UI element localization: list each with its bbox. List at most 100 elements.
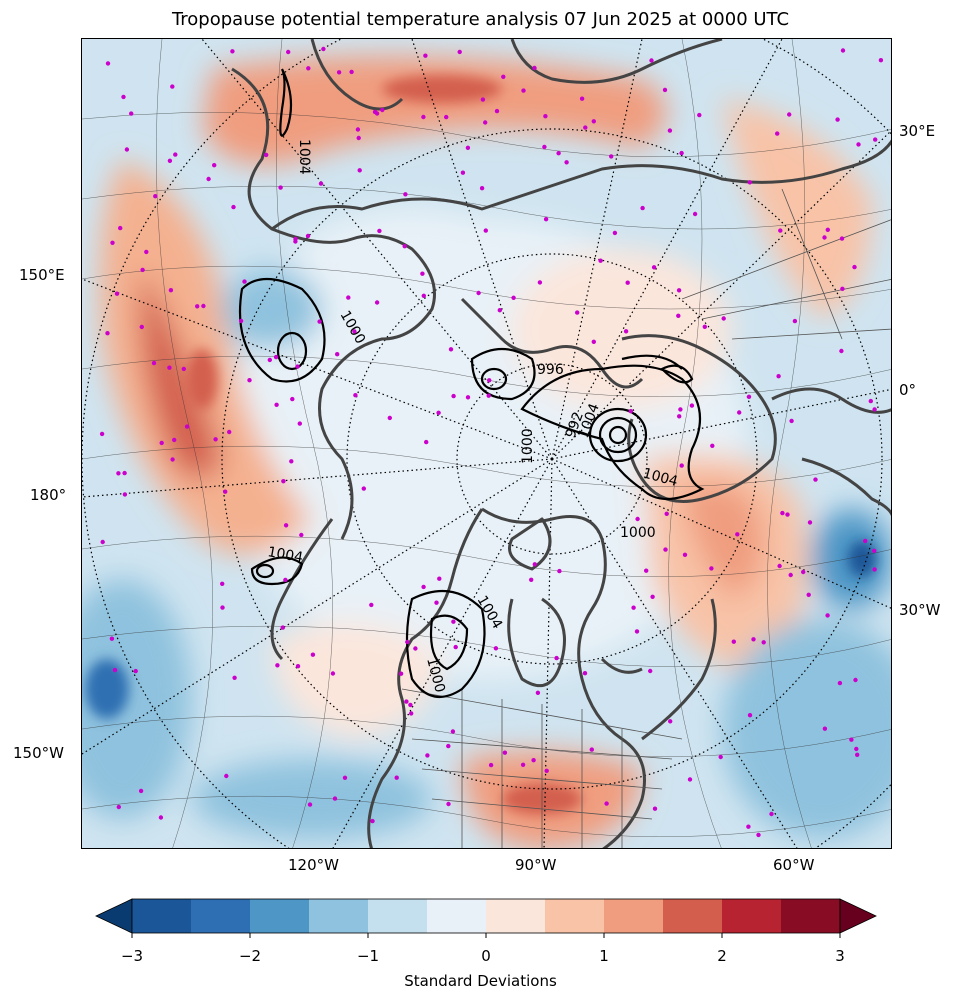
station-marker [556,151,561,156]
station-marker [872,567,877,572]
station-marker [872,407,877,412]
station-marker [780,510,785,516]
station-marker [747,713,753,718]
station-marker [589,747,594,752]
station-marker [839,348,844,354]
station-marker [878,58,884,63]
station-marker [579,96,585,101]
station-marker [223,489,228,494]
station-marker [318,181,324,186]
station-marker [625,280,630,285]
station-marker [274,402,279,407]
colorbar-swatch [368,899,428,933]
station-marker [159,440,164,446]
station-marker [436,410,441,415]
station-marker [264,152,269,158]
station-marker [668,719,673,724]
station-marker [168,288,174,293]
station-marker [872,548,877,553]
colorbar-tick-label: 3 [835,947,845,965]
station-marker [118,225,123,231]
colorbar-swatch [191,899,251,933]
station-marker [583,125,588,130]
station-marker [307,802,313,807]
station-marker [564,160,569,165]
colorbar-swatch [663,899,723,933]
station-marker [868,398,873,404]
station-marker [825,613,830,618]
station-marker [529,577,534,582]
station-marker [129,111,134,116]
station-marker [403,192,408,197]
station-marker [873,137,878,142]
station-marker [521,88,526,93]
lon-label-150w: 150°W [13,744,64,762]
station-marker [295,364,300,369]
station-marker [181,366,186,372]
station-marker [356,135,361,141]
station-marker [280,625,285,630]
station-marker [224,773,229,779]
station-marker [609,154,614,159]
station-marker [709,566,714,571]
station-marker [133,668,138,674]
station-marker [792,318,798,324]
station-marker [289,459,294,464]
station-marker [667,128,673,133]
station-marker [116,471,121,476]
station-marker [305,233,311,239]
colorbar-tick-label: −3 [120,947,144,965]
station-marker [336,70,342,75]
station-marker [421,114,426,120]
station-marker [840,48,846,53]
station-marker [394,775,399,780]
station-marker [424,439,429,445]
colorbar-tick-label: 0 [481,947,491,965]
station-marker [405,639,410,645]
station-marker [273,354,279,360]
station-marker [863,538,868,544]
colorbar-swatch [486,899,546,933]
colorbar-extend-low [95,898,133,934]
station-marker [100,539,105,545]
station-marker [591,119,596,124]
station-marker [220,581,225,586]
station-marker [158,815,164,820]
station-marker [679,150,684,156]
station-marker [220,605,225,610]
station-marker [662,87,668,93]
station-marker [479,186,485,191]
station-marker [286,49,291,55]
station-marker [612,230,618,236]
station-marker [420,271,425,276]
station-marker [640,205,645,211]
station-marker [718,754,723,760]
station-marker [247,378,252,383]
station-marker [139,324,144,330]
station-marker [105,331,110,336]
station-marker [487,378,492,383]
colorbar-tick-label: 1 [599,947,609,965]
station-marker [631,605,636,610]
colorbar-tick-label: −1 [356,947,380,965]
station-marker [453,644,458,650]
station-marker [839,236,845,241]
colorbar-swatch [604,899,664,933]
station-marker [486,393,491,398]
station-marker [542,144,547,150]
station-marker [283,577,288,583]
station-marker [483,228,488,233]
station-marker [370,818,375,824]
map-panel: 1004 1000 996 1004 992 1000 1004 1000 10… [81,38,892,849]
lon-label-150e: 150°E [19,266,65,284]
station-marker [785,512,790,517]
station-marker [483,120,488,125]
station-marker [321,46,326,52]
pressure-label: 1000 [520,428,536,464]
station-marker [242,279,247,284]
station-marker [299,532,304,538]
station-marker [575,310,580,315]
station-marker [502,750,508,755]
station-marker [408,702,413,708]
station-marker [409,711,414,716]
